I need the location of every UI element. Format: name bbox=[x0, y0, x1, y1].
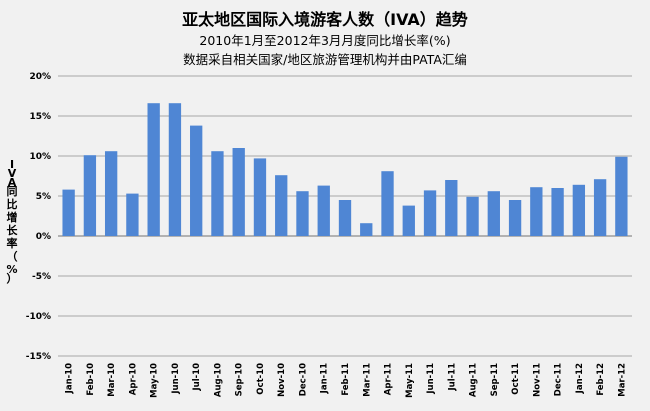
x-tick-label: Oct-10 bbox=[256, 363, 266, 395]
bar bbox=[211, 151, 224, 236]
x-axis-ticks: Jan-10 Feb-10 Mar-10 Apr-10 May-10 Jun-10 Jul-… bbox=[65, 363, 628, 398]
x-tick-label: Apr-10 bbox=[128, 363, 138, 395]
bar bbox=[615, 156, 628, 236]
x-tick-label: Jan-10 bbox=[65, 363, 75, 394]
chart-source-note: 数据采自相关国家/地区旅游管理机构并由PATA汇编 bbox=[183, 52, 467, 67]
x-tick-label: Mar-12 bbox=[617, 363, 627, 397]
x-tick-label: May-10 bbox=[150, 363, 160, 398]
chart-subtitle: 2010年1月至2012年3月月度同比增长率(%) bbox=[199, 33, 451, 48]
x-tick-label: May-11 bbox=[405, 363, 415, 398]
x-tick-label: Mar-10 bbox=[107, 363, 117, 397]
x-tick-label: Jan-11 bbox=[320, 363, 330, 394]
bar bbox=[62, 189, 75, 236]
chart-title: 亚太地区国际入境游客人数（IVA）趋势 bbox=[182, 10, 468, 29]
y-tick-label: 20% bbox=[29, 72, 51, 82]
x-tick-label: Dec-11 bbox=[554, 363, 564, 396]
bar bbox=[530, 187, 543, 236]
bar bbox=[126, 193, 139, 236]
x-tick-label: Aug-11 bbox=[469, 363, 479, 397]
x-tick-label: Nov-10 bbox=[277, 363, 287, 397]
bar bbox=[360, 223, 373, 236]
x-tick-label: Jul-10 bbox=[192, 363, 202, 392]
x-tick-label: Mar-11 bbox=[362, 363, 372, 397]
bar bbox=[423, 190, 437, 236]
x-tick-label: Feb-10 bbox=[86, 363, 96, 396]
bar bbox=[190, 125, 203, 236]
y-tick-label: 0% bbox=[36, 232, 51, 242]
bar bbox=[232, 148, 245, 236]
bar bbox=[83, 155, 97, 236]
bar bbox=[338, 200, 352, 236]
bar bbox=[275, 175, 288, 236]
bar bbox=[317, 185, 330, 236]
bar bbox=[147, 103, 160, 236]
bar bbox=[572, 184, 586, 236]
bar bbox=[445, 180, 458, 236]
bar bbox=[402, 205, 415, 236]
x-tick-label: Feb-12 bbox=[596, 363, 606, 396]
bar bbox=[381, 171, 394, 236]
x-tick-label: Feb-11 bbox=[341, 363, 351, 396]
y-axis-ticks: 20% 15% 10% 5% 0% -5% -10% -15% bbox=[26, 72, 51, 362]
x-tick-label: Oct-11 bbox=[511, 363, 521, 395]
x-tick-label: Jun-11 bbox=[426, 363, 436, 395]
x-tick-label: Sep-11 bbox=[490, 363, 500, 396]
y-tick-label: -15% bbox=[26, 352, 51, 362]
x-tick-label: Dec-10 bbox=[298, 363, 308, 396]
y-tick-label: -10% bbox=[26, 312, 51, 322]
bar bbox=[508, 200, 522, 236]
y-tick-label: -5% bbox=[32, 272, 51, 282]
y-tick-label: 15% bbox=[29, 112, 51, 122]
x-tick-label: Sep-10 bbox=[235, 363, 245, 396]
bar-layer bbox=[62, 103, 628, 236]
x-tick-label: Apr-11 bbox=[384, 363, 394, 395]
y-axis-label: I V A 同比增长率（%） bbox=[6, 158, 18, 285]
x-tick-label: Jun-10 bbox=[171, 363, 181, 395]
bar bbox=[466, 196, 479, 236]
bar bbox=[104, 151, 118, 236]
x-tick-label: Jan-12 bbox=[575, 363, 585, 394]
x-tick-label: Jul-11 bbox=[447, 363, 457, 392]
bar bbox=[296, 191, 309, 236]
x-tick-label: Nov-11 bbox=[532, 363, 542, 397]
bar bbox=[487, 191, 500, 236]
bar bbox=[551, 188, 564, 236]
bar bbox=[593, 179, 607, 236]
y-tick-label: 5% bbox=[36, 192, 51, 202]
x-tick-label: Aug-10 bbox=[213, 363, 223, 397]
bar bbox=[168, 103, 182, 236]
y-tick-label: 10% bbox=[29, 152, 51, 162]
bar bbox=[253, 158, 267, 236]
